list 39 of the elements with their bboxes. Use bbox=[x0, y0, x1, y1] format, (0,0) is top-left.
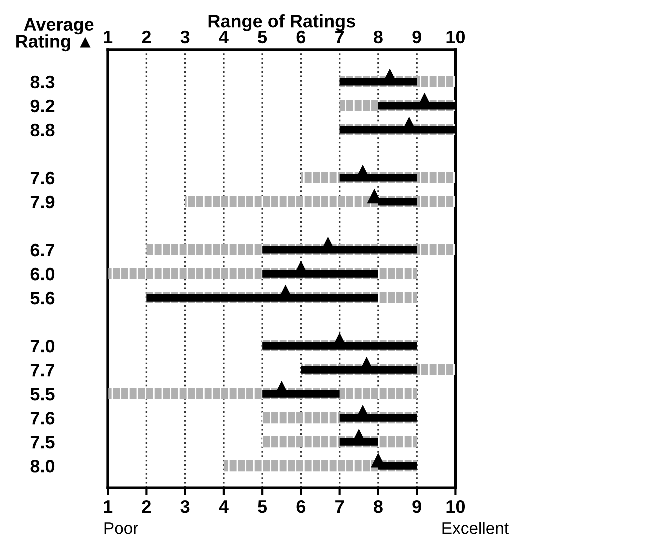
y-tick-label: 8.0 bbox=[30, 460, 55, 473]
y-tick-label: 7.5 bbox=[30, 436, 55, 449]
x-tick-label: 7 bbox=[336, 500, 344, 514]
y-tick-label: 5.5 bbox=[30, 388, 55, 401]
x2-tick-label: 8 bbox=[374, 30, 383, 44]
x2-tick-label: 10 bbox=[446, 30, 465, 44]
x2-tick-label: 1 bbox=[104, 31, 113, 44]
x-tick-label: 9 bbox=[412, 500, 422, 514]
text: Poor bbox=[104, 522, 138, 534]
y-tick-label: 7.0 bbox=[30, 340, 55, 353]
y-tick-label: 6.7 bbox=[30, 244, 54, 257]
x2-tick-label: 4 bbox=[219, 31, 229, 44]
y-tick-label: 7.9 bbox=[30, 196, 55, 209]
y-tick-label: 8.3 bbox=[30, 76, 55, 89]
x2-tick-label: 7 bbox=[336, 31, 344, 44]
y-tick-label: 6.0 bbox=[30, 268, 55, 281]
x2-tick-label: 6 bbox=[296, 30, 306, 44]
y-tick-label: 7.7 bbox=[30, 364, 54, 377]
point bbox=[372, 454, 386, 468]
x2-tick-label: 2 bbox=[142, 30, 151, 44]
x-tick-label: 4 bbox=[219, 500, 229, 514]
x-tick-label: 1 bbox=[104, 500, 113, 514]
x2-tick-label: 9 bbox=[412, 30, 422, 44]
y-tick-label: 9.2 bbox=[30, 100, 55, 113]
x2-tick-label: 5 bbox=[258, 31, 268, 44]
text: Excellent bbox=[442, 522, 509, 534]
x2-tick-label: 3 bbox=[180, 30, 190, 44]
x-tick-label: 8 bbox=[374, 500, 383, 514]
x-tick-label: 5 bbox=[258, 500, 268, 514]
x-tick-label: 2 bbox=[142, 500, 151, 514]
x-tick-label: 3 bbox=[180, 500, 190, 514]
y-tick-label: 8.8 bbox=[30, 124, 55, 137]
y-axis-title: Average Rating ▲ bbox=[16, 18, 94, 52]
x-tick-label: 6 bbox=[296, 500, 306, 514]
x2-axis-title: Range of Ratings bbox=[208, 14, 356, 32]
y-tick-label: 7.6 bbox=[30, 412, 55, 425]
y-tick-label: 7.6 bbox=[30, 172, 55, 185]
y-tick-label: 5.6 bbox=[30, 292, 55, 305]
x-tick-label: 10 bbox=[446, 500, 465, 514]
